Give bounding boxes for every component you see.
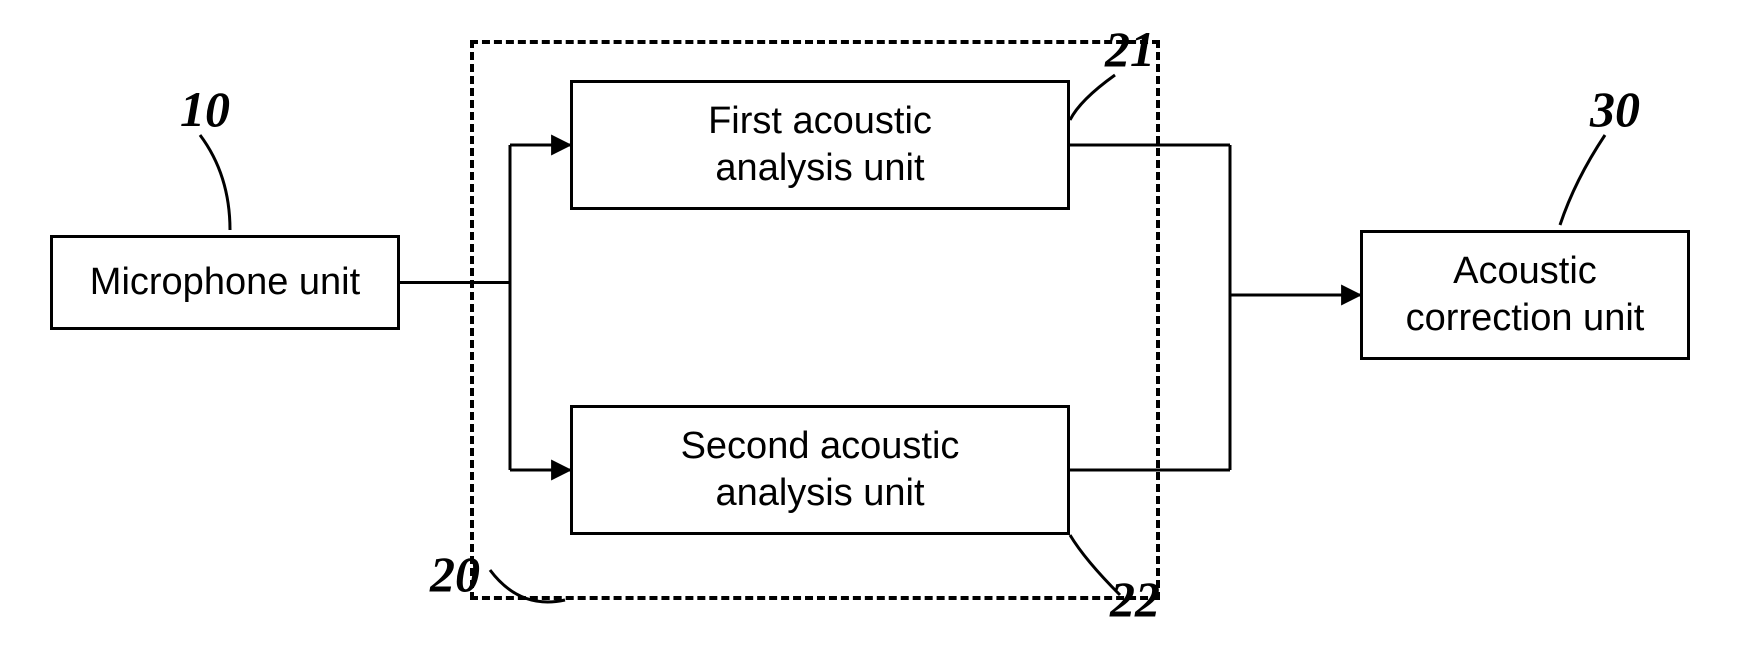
microphone-unit-block: Microphone unit (50, 235, 400, 330)
second-acoustic-analysis-label: Second acousticanalysis unit (681, 423, 960, 518)
first-acoustic-analysis-block: First acousticanalysis unit (570, 80, 1070, 210)
ref-label-10: 10 (180, 80, 230, 138)
ref-label-20: 20 (430, 545, 480, 603)
first-acoustic-analysis-label: First acousticanalysis unit (708, 98, 932, 193)
ref-label-22: 22 (1110, 570, 1160, 628)
microphone-unit-label: Microphone unit (90, 259, 360, 307)
ref-label-21: 21 (1105, 20, 1155, 78)
ref-label-30: 30 (1590, 80, 1640, 138)
acoustic-correction-label: Acousticcorrection unit (1406, 248, 1645, 343)
acoustic-correction-block: Acousticcorrection unit (1360, 230, 1690, 360)
second-acoustic-analysis-block: Second acousticanalysis unit (570, 405, 1070, 535)
